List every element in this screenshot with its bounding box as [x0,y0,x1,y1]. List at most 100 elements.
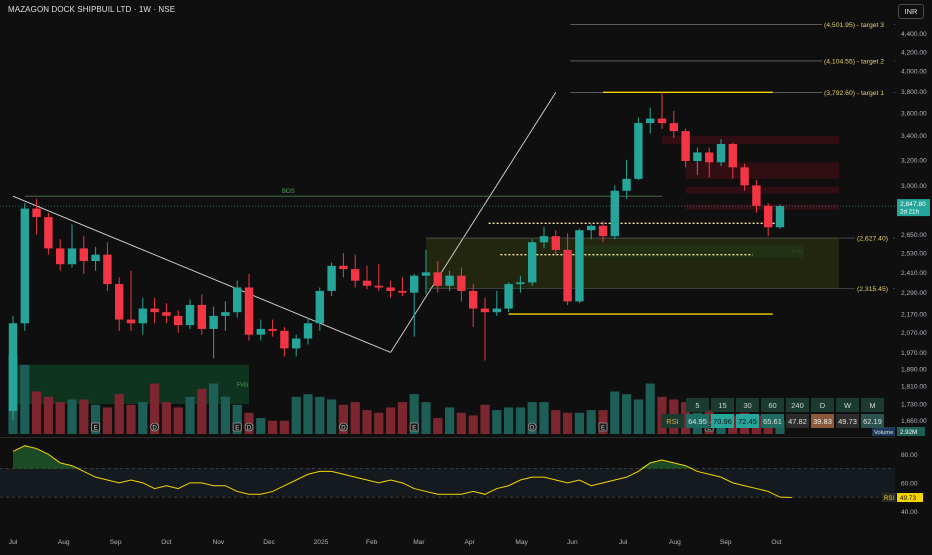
price-axis[interactable]: 1,660.00 1,730.00 1,810.00 1,890.00 1,970.00… [872,31,930,516]
rsi-table-tf: D [811,398,834,412]
rsi-table-value: 64.95 [686,414,709,428]
candle [469,284,478,328]
candle-body [410,275,419,293]
event-marker-label: E [94,426,98,432]
candle [268,319,277,337]
candle-body [646,118,655,124]
candle [292,334,301,357]
event-marker: E [232,422,242,432]
time-tick-label: Sep [720,539,732,546]
candle-body [504,284,513,309]
candle [386,280,395,298]
candle [634,117,643,181]
demand-zone [426,238,839,289]
rsi-line [12,445,792,499]
candle-body [280,330,289,349]
candle [610,185,619,240]
candle [681,128,690,168]
candle [8,315,18,421]
candle-body [174,315,183,326]
candle-body [740,167,749,186]
price-tick-label: 1,810.00 [901,384,927,391]
candle-body [575,230,584,302]
candle [327,262,336,297]
time-axis[interactable]: Jul Aug Sep Oct Nov Dec 2025 Feb Mar Apr May Jun Jul… [9,539,782,546]
candle [138,297,147,335]
current-price-countdown: 2d 21h [900,209,919,216]
candle-body [162,312,171,316]
candle-body [516,282,525,285]
volume-bar [468,415,478,434]
candle-body [669,123,678,132]
candle-body [551,236,560,250]
price-tick-label: 2,650.00 [901,232,927,239]
volume-bar [480,404,490,434]
currency-badge[interactable]: INR [898,4,924,19]
candle-body [244,287,254,335]
volume-bar [291,396,301,434]
event-marker-label: E [601,426,605,432]
price-tick-label: 2,170.00 [901,312,927,319]
volume-bar [551,410,561,434]
time-tick-label: Mar [413,539,425,546]
candle-body [185,304,195,326]
candle [32,198,41,235]
target-label-bg [822,55,894,66]
candle-body [67,248,77,265]
trend-line [390,92,557,353]
rsi-table-tf: 30 [736,398,759,412]
candles-layer [8,92,785,421]
time-tick-label: Aug [58,539,70,546]
volume-bar [268,420,278,434]
candle [504,282,513,313]
supply-zone [685,186,839,194]
volume-bar [350,402,360,434]
candle-body [398,290,407,293]
time-tick-label: Jul [619,539,628,546]
volume-bar [91,404,101,434]
volume-bar [303,394,313,434]
rsi-value-label: 49.73 [900,495,916,502]
time-tick-label: 2025 [314,539,329,546]
candle-body [457,275,466,291]
rsi-table-tf: 60 [761,398,784,412]
event-marker: D [338,422,348,432]
supply-zone [685,162,839,179]
candle-body [528,242,537,283]
candle [221,301,230,331]
price-tick-label: 2,290.00 [901,290,927,297]
time-tick-label: Feb [366,539,378,546]
candle [79,236,88,275]
volume-bar [161,402,171,434]
candle-body [587,225,596,231]
candle-body [315,290,324,324]
price-tick-label: 2,530.00 [901,251,927,258]
candle [598,221,608,243]
volume-bar [55,402,65,434]
candle-body [775,206,785,228]
event-marker: E [91,422,100,432]
candle [740,163,749,191]
candle [716,139,726,167]
candle-body [44,217,53,249]
price-tick-label: 2,410.00 [901,270,927,277]
candle-body [681,131,690,162]
symbol-title[interactable]: MAZAGON DOCK SHIPBUIL LTD · 1W · NSE [8,5,176,14]
candle-body [8,323,18,411]
volume-value: 2.92M [900,429,917,436]
time-tick-label: Jul [9,539,18,546]
candle-body [115,284,124,320]
event-marker: D [150,422,160,432]
volume-bar [43,396,53,434]
volume-bar [574,412,584,434]
event-marker-label: D [152,426,157,432]
level-label-bg [855,283,893,294]
candle [44,212,53,255]
candle-body [32,208,41,218]
candle [551,230,560,255]
current-price-value: 2,847.80 [900,201,926,208]
volume-bar [622,394,632,434]
price-tick-label: 3,400.00 [901,133,927,140]
candle-body [622,178,631,191]
